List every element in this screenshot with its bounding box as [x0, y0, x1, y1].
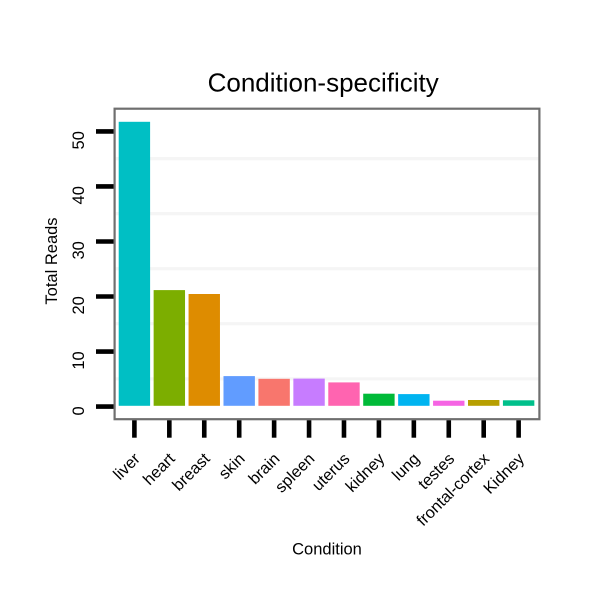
svg-text:0: 0: [70, 406, 88, 415]
svg-text:50: 50: [70, 131, 88, 149]
svg-text:40: 40: [70, 186, 88, 204]
svg-text:10: 10: [70, 351, 88, 369]
svg-text:20: 20: [70, 296, 88, 314]
svg-text:Condition: Condition: [292, 541, 362, 559]
svg-text:Condition-specificity: Condition-specificity: [208, 68, 439, 98]
svg-text:Total Reads: Total Reads: [43, 217, 61, 304]
svg-text:30: 30: [70, 241, 88, 259]
